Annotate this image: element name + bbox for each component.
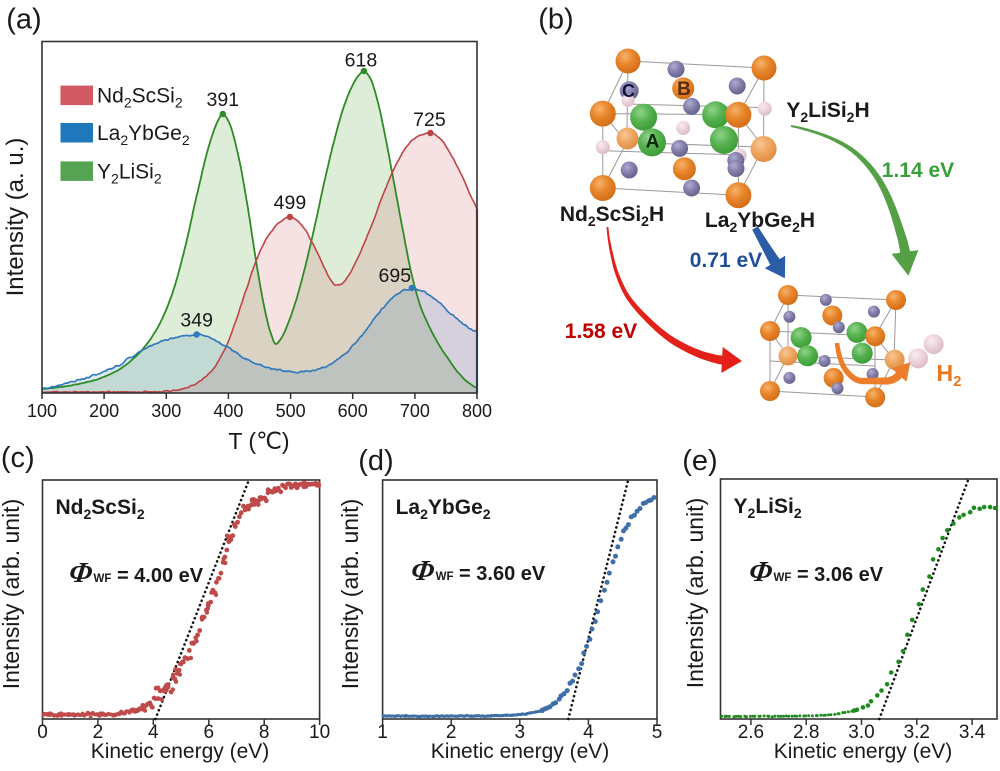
svg-text:Intensity (a. u.): Intensity (a. u.) (2, 138, 29, 297)
svg-text:Kinetic energy (eV): Kinetic energy (eV) (91, 740, 270, 763)
svg-text:Y2LiSi2H: Y2LiSi2H (786, 99, 869, 125)
svg-text:700: 700 (400, 401, 430, 421)
svg-text:(b): (b) (538, 4, 573, 36)
svg-text:3.4: 3.4 (959, 722, 986, 743)
svg-text:1.14 eV: 1.14 eV (882, 159, 954, 182)
svg-text:349: 349 (180, 310, 213, 332)
svg-text:2.6: 2.6 (738, 722, 764, 743)
svg-text:Y2LiSi2: Y2LiSi2 (734, 495, 802, 521)
svg-text:A: A (646, 132, 660, 153)
svg-text:Φ: Φ (747, 556, 774, 588)
svg-text:Kinetic energy (eV): Kinetic energy (eV) (774, 740, 953, 763)
svg-text:La2YbGe2: La2YbGe2 (396, 496, 491, 522)
svg-text:391: 391 (207, 89, 240, 111)
svg-text:10: 10 (309, 722, 330, 743)
svg-text:(a): (a) (6, 4, 41, 36)
svg-text:Intensity (arb. unit): Intensity (arb. unit) (0, 499, 24, 689)
svg-text:500: 500 (276, 401, 306, 421)
svg-text:Nd2ScSi2H: Nd2ScSi2H (560, 203, 664, 229)
svg-text:Kinetic energy (eV): Kinetic energy (eV) (431, 740, 610, 763)
svg-text:800: 800 (462, 401, 492, 421)
svg-text:Intensity (arb. unit): Intensity (arb. unit) (682, 498, 708, 688)
svg-text:B: B (677, 79, 691, 100)
svg-text:400: 400 (213, 401, 243, 421)
svg-text:(d): (d) (358, 445, 393, 477)
svg-text:(c): (c) (1, 442, 35, 474)
svg-text:100: 100 (27, 401, 57, 421)
svg-text:(e): (e) (682, 445, 717, 477)
svg-text:0: 0 (37, 722, 48, 743)
svg-text:300: 300 (151, 401, 181, 421)
svg-text:1: 1 (377, 722, 388, 743)
svg-text:Φ: Φ (67, 557, 94, 589)
svg-text:La2YbGe2: La2YbGe2 (97, 122, 190, 148)
svg-text:C: C (622, 81, 635, 101)
svg-text:5: 5 (652, 722, 663, 743)
svg-text:T (℃): T (℃) (228, 428, 289, 454)
svg-text:Φ: Φ (409, 555, 436, 587)
svg-text:Nd2ScSi2: Nd2ScSi2 (56, 496, 145, 522)
svg-text:618: 618 (345, 50, 378, 72)
svg-text:600: 600 (338, 401, 368, 421)
svg-text:Nd2ScSi2: Nd2ScSi2 (97, 85, 183, 111)
svg-text:499: 499 (274, 192, 307, 214)
svg-text:Y2LiSi2: Y2LiSi2 (97, 160, 162, 186)
svg-text:725: 725 (413, 109, 446, 131)
svg-text:0.71 eV: 0.71 eV (690, 249, 762, 272)
svg-text:1.58 eV: 1.58 eV (565, 320, 637, 343)
svg-text:695: 695 (379, 265, 412, 287)
svg-text:Intensity (arb. unit): Intensity (arb. unit) (337, 499, 363, 689)
svg-text:200: 200 (89, 401, 119, 421)
